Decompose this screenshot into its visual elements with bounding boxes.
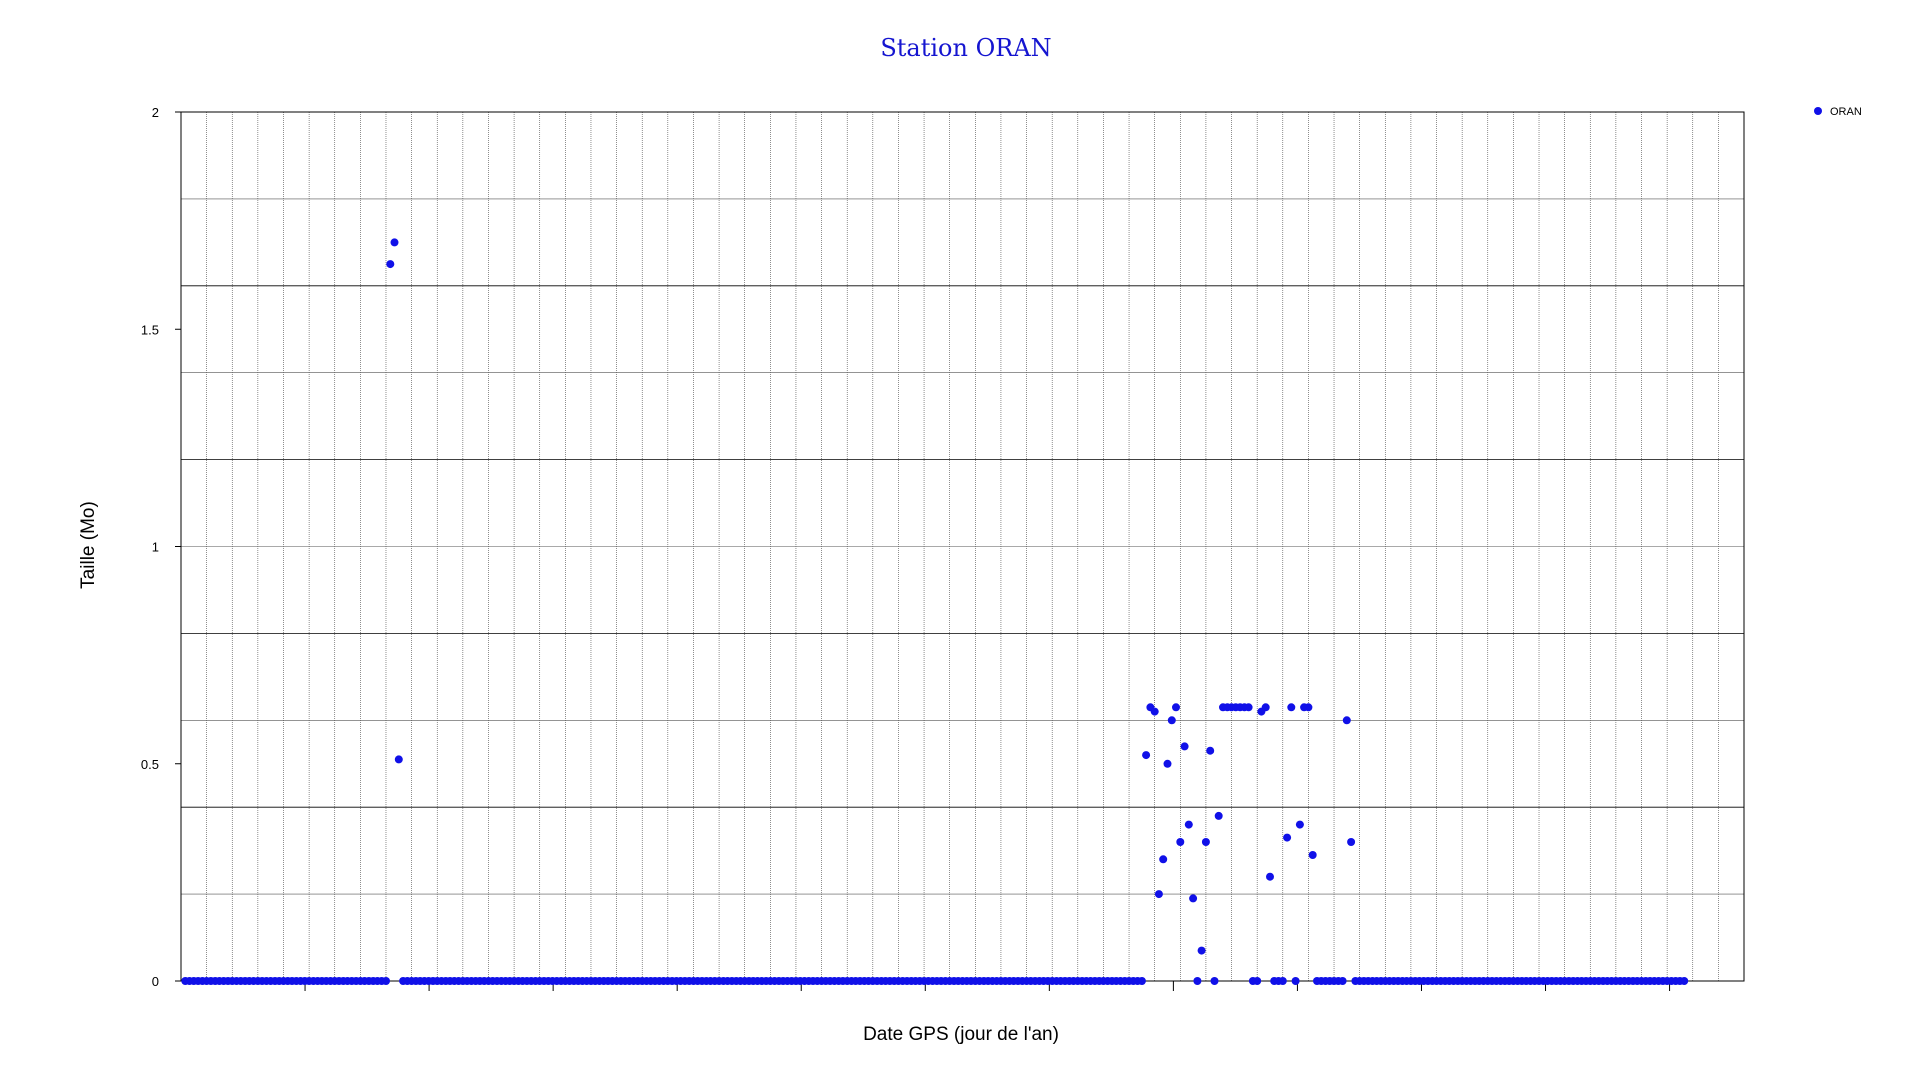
data-point [1163,759,1172,768]
legend: ORAN [1814,106,1862,118]
data-point [1266,872,1274,881]
data-point [1201,838,1210,846]
legend-label-oran: ORAN [1830,106,1862,118]
data-point [1206,746,1215,755]
data-point [1142,751,1151,760]
data-point [1244,703,1253,712]
data-point [1214,811,1223,820]
y-tick-label: 0 [152,974,159,989]
data-point [1304,703,1313,712]
data-point [1184,820,1193,829]
data-point [382,977,390,985]
data-point [1159,855,1168,864]
grid [181,112,1744,981]
data-point [1283,833,1292,842]
data-point [1150,707,1159,716]
y-tick-label: 1 [152,540,159,555]
data-point [1172,703,1180,712]
data-point [1287,703,1296,712]
data-point [1291,977,1300,985]
data-point [1253,977,1262,985]
x-axis-label: Date GPS (jour de l'an) [863,1024,1059,1045]
y-tick-label: 2 [152,105,159,120]
data-point [1193,977,1202,985]
y-axis: 0 0.5 1 1.5 2 [141,105,181,989]
data-point [1176,838,1185,846]
data-point [1197,946,1206,955]
data-point [390,238,399,247]
y-tick-label: 1.5 [141,322,159,337]
data-point [1210,977,1219,985]
data-point [1167,716,1176,725]
data-point [1338,977,1347,985]
data-point [1154,890,1163,899]
data-point [1180,742,1189,751]
data-point [1342,716,1351,725]
y-axis-label: Taille (Mo) [78,501,99,589]
data-point [1308,851,1317,859]
data-point [1261,703,1270,712]
legend-marker-oran [1814,107,1822,115]
data-point [1680,977,1689,985]
data-point [1189,894,1198,903]
data-point [386,260,395,269]
data-points [181,238,1689,985]
y-tick-label: 0.5 [141,757,159,772]
data-point [1347,838,1356,846]
data-point [1137,977,1146,985]
data-point [1295,820,1304,829]
chart-title: Station ORAN [880,34,1051,62]
data-point [394,755,403,764]
data-point [1278,977,1287,985]
